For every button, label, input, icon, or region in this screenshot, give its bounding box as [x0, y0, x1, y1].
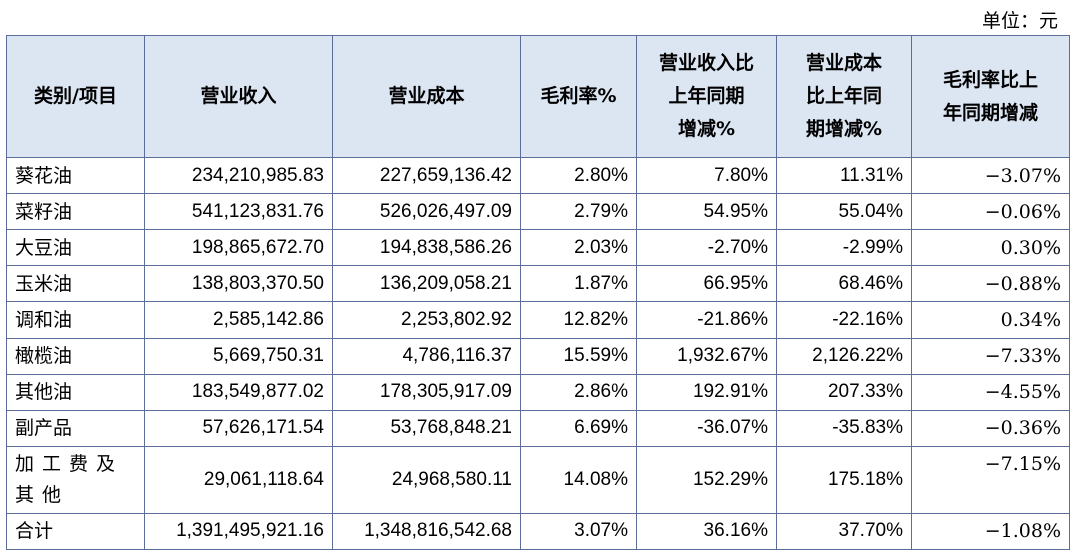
row-category: 调和油 [6, 301, 145, 339]
cell-cost: 24,968,580.11 [332, 445, 521, 514]
cell-revenue-change: -2.70% [636, 229, 777, 267]
cell-cost-change: 175.18% [776, 445, 912, 514]
cell-gross-margin: 2.79% [520, 193, 637, 231]
cell-revenue: 5,669,750.31 [144, 337, 333, 375]
header-cost-change: 营业成本 比上年同 期增减% [776, 35, 912, 158]
row-category: 加工费及其他 [6, 445, 145, 514]
cell-gross-margin: 6.69% [520, 409, 637, 447]
cell-cost: 53,768,848.21 [332, 409, 521, 447]
cell-revenue: 234,210,985.83 [144, 156, 333, 195]
cell-gross-margin: 1.87% [520, 265, 637, 303]
row-category: 其他油 [6, 373, 145, 411]
cell-margin-change: −4.55% [911, 373, 1070, 411]
cell-cost-change: 37.70% [776, 512, 912, 551]
cell-cost: 227,659,136.42 [332, 156, 521, 195]
row-category: 玉米油 [6, 265, 145, 303]
cell-revenue: 29,061,118.64 [144, 445, 333, 514]
header-category: 类别/项目 [6, 35, 145, 158]
cell-cost: 4,786,116.37 [332, 337, 521, 375]
header-revenue-change: 营业收入比 上年同期 增减% [636, 35, 777, 158]
cell-revenue: 1,391,495,921.16 [144, 512, 333, 551]
unit-label: 单位：元 [981, 10, 1058, 32]
cell-revenue-change: 66.95% [636, 265, 777, 303]
row-category: 合计 [6, 512, 145, 551]
cell-cost: 526,026,497.09 [332, 193, 521, 231]
cell-cost-change: 55.04% [776, 193, 912, 231]
cell-cost-change: -35.83% [776, 409, 912, 447]
cell-revenue: 57,626,171.54 [144, 409, 333, 447]
cell-gross-margin: 14.08% [520, 445, 637, 514]
cell-cost-change: -2.99% [776, 229, 912, 267]
cell-margin-change: 0.30% [911, 229, 1070, 267]
cell-cost: 2,253,802.92 [332, 301, 521, 339]
cell-margin-change: 0.34% [911, 301, 1070, 339]
cell-margin-change: −0.36% [911, 409, 1070, 447]
cell-margin-change: −7.15% [911, 445, 1070, 514]
cell-gross-margin: 2.80% [520, 156, 637, 195]
header-row: 类别/项目 营业收入 营业成本 毛利率% 营业收入比 上年同期 增减% 营业成本… [6, 35, 1070, 158]
row-category: 大豆油 [6, 229, 145, 267]
cell-cost: 178,305,917.09 [332, 373, 521, 411]
cell-margin-change: −7.33% [911, 337, 1070, 375]
header-revenue: 营业收入 [144, 35, 333, 158]
cell-gross-margin: 15.59% [520, 337, 637, 375]
table-row: 玉米油 138,803,370.50 136,209,058.21 1.87% … [6, 265, 1070, 303]
cell-revenue: 541,123,831.76 [144, 193, 333, 231]
table-row: 加工费及其他 29,061,118.64 24,968,580.11 14.08… [6, 445, 1070, 514]
cell-cost-change: 2,126.22% [776, 337, 912, 375]
cell-gross-margin: 2.86% [520, 373, 637, 411]
row-category: 橄榄油 [6, 337, 145, 375]
cell-cost: 1,348,816,542.68 [332, 512, 521, 551]
cell-revenue-change: -21.86% [636, 301, 777, 339]
table-row: 葵花油 234,210,985.83 227,659,136.42 2.80% … [6, 156, 1070, 195]
table-row: 副产品 57,626,171.54 53,768,848.21 6.69% -3… [6, 409, 1070, 447]
table-row: 大豆油 198,865,672.70 194,838,586.26 2.03% … [6, 229, 1070, 267]
cell-margin-change: −0.88% [911, 265, 1070, 303]
cell-gross-margin: 2.03% [520, 229, 637, 267]
row-category: 葵花油 [6, 156, 145, 195]
cell-cost: 136,209,058.21 [332, 265, 521, 303]
cell-revenue: 183,549,877.02 [144, 373, 333, 411]
cell-revenue-change: 54.95% [636, 193, 777, 231]
cell-cost-change: 207.33% [776, 373, 912, 411]
table-row-total: 合计 1,391,495,921.16 1,348,816,542.68 3.0… [6, 512, 1070, 551]
cell-revenue: 2,585,142.86 [144, 301, 333, 339]
cell-cost-change: 68.46% [776, 265, 912, 303]
header-margin-change: 毛利率比上 年同期增减 [911, 35, 1070, 158]
table-row: 橄榄油 5,669,750.31 4,786,116.37 15.59% 1,9… [6, 337, 1070, 375]
cell-revenue: 138,803,370.50 [144, 265, 333, 303]
row-category: 副产品 [6, 409, 145, 447]
cell-revenue-change: 7.80% [636, 156, 777, 195]
cell-revenue: 198,865,672.70 [144, 229, 333, 267]
cell-margin-change: −0.06% [911, 193, 1070, 231]
cell-revenue-change: -36.07% [636, 409, 777, 447]
cell-revenue-change: 192.91% [636, 373, 777, 411]
row-category: 菜籽油 [6, 193, 145, 231]
header-cost: 营业成本 [332, 35, 521, 158]
table-row: 菜籽油 541,123,831.76 526,026,497.09 2.79% … [6, 193, 1070, 231]
financial-table: 类别/项目 营业收入 营业成本 毛利率% 营业收入比 上年同期 增减% 营业成本… [6, 35, 1070, 551]
cell-margin-change: −3.07% [911, 156, 1070, 195]
cell-gross-margin: 12.82% [520, 301, 637, 339]
cell-revenue-change: 1,932.67% [636, 337, 777, 375]
table-row: 调和油 2,585,142.86 2,253,802.92 12.82% -21… [6, 301, 1070, 339]
cell-revenue-change: 36.16% [636, 512, 777, 551]
cell-gross-margin: 3.07% [520, 512, 637, 551]
cell-cost-change: 11.31% [776, 156, 912, 195]
cell-margin-change: −1.08% [911, 512, 1070, 551]
cell-cost-change: -22.16% [776, 301, 912, 339]
cell-cost: 194,838,586.26 [332, 229, 521, 267]
table-row: 其他油 183,549,877.02 178,305,917.09 2.86% … [6, 373, 1070, 411]
header-gross-margin: 毛利率% [520, 35, 637, 158]
cell-revenue-change: 152.29% [636, 445, 777, 514]
